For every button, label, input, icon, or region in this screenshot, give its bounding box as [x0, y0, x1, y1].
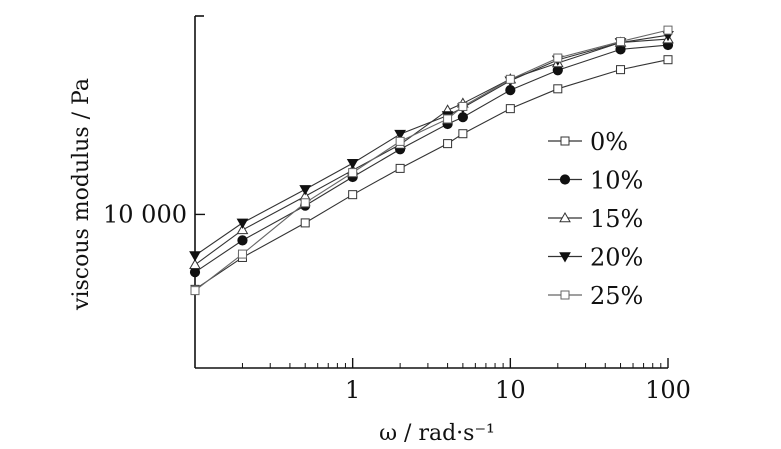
data-point — [236, 218, 249, 229]
data-point — [237, 249, 247, 259]
legend-item-2: 10% — [548, 167, 643, 195]
data-point — [663, 55, 673, 65]
data-point — [300, 218, 310, 228]
data-point — [395, 163, 405, 173]
data-point — [457, 112, 468, 123]
data-point — [299, 185, 312, 196]
legend-label: 10% — [590, 167, 643, 195]
legend-item-4: 20% — [548, 244, 643, 272]
data-point — [394, 129, 406, 141]
data-point — [189, 258, 201, 270]
x-tick-label: 100 — [645, 376, 691, 404]
legend-item-5: 25% — [548, 282, 643, 310]
plot-axes — [194, 15, 668, 369]
data-point — [236, 223, 249, 235]
legend-marker — [559, 252, 571, 263]
data-point — [348, 190, 358, 200]
legend-label: 15% — [590, 205, 643, 233]
data-point — [300, 198, 310, 208]
y-tick-label: 10 000 — [103, 200, 187, 228]
data-point — [189, 251, 201, 262]
x-tick-label: 1 — [345, 376, 360, 404]
legend-label: 25% — [590, 282, 643, 310]
data-point — [616, 65, 626, 75]
tick-layer: 1 10 100 10 000 — [103, 200, 691, 404]
data-point — [505, 104, 515, 114]
data-point — [348, 168, 358, 178]
legend-item-1: 0% — [548, 128, 628, 156]
data-point — [395, 136, 405, 146]
data-point — [505, 84, 516, 96]
data-point — [616, 37, 626, 47]
data-point — [553, 84, 563, 94]
y-axis-label: viscous modulus / Pa — [69, 78, 94, 311]
data-point — [458, 101, 468, 111]
x-axis-label: ω / rad·s⁻¹ — [379, 421, 495, 446]
data-point — [663, 25, 673, 35]
series-layer — [189, 25, 674, 296]
legend-item-3: 15% — [548, 205, 643, 233]
data-point — [505, 74, 515, 84]
data-point — [346, 158, 359, 170]
series-5 — [190, 25, 673, 296]
data-point — [237, 235, 248, 246]
legend-marker — [560, 290, 570, 300]
data-point — [458, 129, 468, 139]
data-point — [443, 139, 453, 149]
x-tick-label: 10 — [495, 376, 526, 404]
data-point — [443, 114, 453, 124]
data-point — [553, 53, 563, 63]
legend-label: 20% — [590, 244, 643, 272]
data-point — [190, 286, 200, 296]
series-line — [194, 44, 669, 273]
legend-label: 0% — [590, 128, 628, 156]
legend: 0% 10% 15% 20% 25% — [548, 128, 643, 310]
legend-marker — [559, 211, 571, 223]
legend-marker — [560, 136, 570, 146]
legend-marker — [559, 174, 571, 185]
